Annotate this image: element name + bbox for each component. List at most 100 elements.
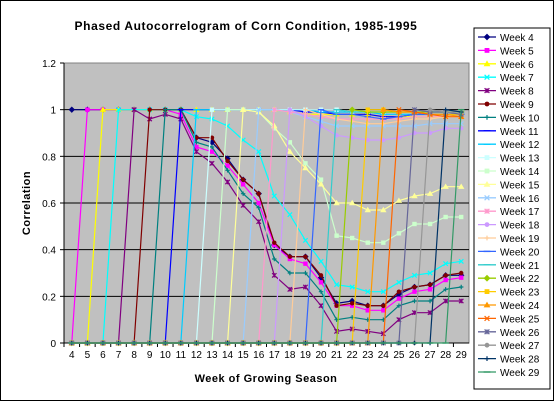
- x-tick-label: 22: [347, 350, 359, 361]
- series-line: [71, 108, 462, 344]
- series-point: [459, 214, 464, 220]
- series-point: [209, 116, 215, 122]
- series-point: [302, 237, 309, 243]
- x-tick-label: 20: [315, 350, 327, 361]
- x-tick-label: 10: [160, 350, 172, 361]
- x-axis-label: Week of Growing Season: [195, 373, 338, 385]
- legend-label: Week 29: [500, 368, 540, 379]
- series-point: [365, 240, 370, 245]
- series-line: [71, 109, 462, 344]
- series-point: [348, 199, 356, 206]
- series-point: [209, 107, 215, 112]
- legend-label: Week 18: [500, 221, 540, 232]
- series-point: [240, 177, 246, 182]
- series-point: [443, 261, 449, 267]
- y-tick-label: 0: [50, 339, 56, 350]
- x-tick-label: 19: [300, 350, 312, 361]
- series-point: [163, 107, 168, 112]
- series-point: [381, 308, 386, 313]
- series-point: [396, 279, 402, 285]
- series-point: [396, 303, 402, 308]
- legend-label: Week 12: [500, 140, 540, 151]
- series-point: [240, 202, 246, 208]
- series-point: [318, 273, 324, 278]
- series-point: [348, 106, 356, 113]
- legend-label: Week 10: [500, 113, 540, 124]
- legend-label: Week 7: [500, 73, 534, 84]
- x-tick-label: 21: [331, 350, 343, 361]
- series-point: [209, 160, 215, 166]
- series-point: [302, 164, 309, 171]
- legend-label: Week 28: [500, 355, 540, 366]
- series-point: [318, 258, 324, 264]
- series-point: [396, 119, 402, 124]
- series-point: [484, 289, 490, 294]
- series-point: [334, 303, 339, 308]
- series-point: [458, 298, 464, 304]
- chart-title: Phased Autocorrelogram of Corn Condition…: [75, 19, 418, 33]
- series-point: [426, 190, 434, 196]
- series-point: [225, 107, 230, 112]
- legend-box: [473, 27, 551, 390]
- series-point: [411, 272, 418, 278]
- series-point: [396, 231, 402, 236]
- legend: Week 4 Week 5 Week 6 Week 7 Week 8 Week 9 Week…: [478, 33, 540, 379]
- series-point: [381, 303, 386, 308]
- series-point: [239, 106, 247, 112]
- series-point: [484, 101, 490, 107]
- series-point: [412, 289, 417, 294]
- legend-label: Week 25: [500, 314, 540, 325]
- series-point: [287, 140, 293, 145]
- series-point: [194, 144, 199, 150]
- series-point: [256, 191, 261, 196]
- legend-label: Week 11: [500, 127, 539, 138]
- series-point: [443, 214, 448, 220]
- series-point: [396, 289, 402, 294]
- series-point: [459, 284, 464, 290]
- series-point: [240, 191, 246, 196]
- legend-label: Week 19: [500, 234, 540, 245]
- series-lines: [68, 106, 465, 347]
- series-point: [287, 270, 293, 276]
- series-point: [443, 277, 448, 283]
- series-point: [349, 284, 355, 290]
- series-point: [99, 106, 107, 112]
- series-point: [318, 177, 324, 182]
- series-point: [349, 119, 355, 124]
- x-tick-label: 8: [131, 350, 137, 361]
- series-point: [287, 254, 293, 259]
- series-point: [427, 270, 433, 276]
- series-point: [256, 200, 261, 206]
- series-point: [484, 155, 490, 160]
- legend-label: Week 20: [500, 247, 540, 258]
- series-point: [272, 242, 277, 248]
- series-point: [412, 221, 417, 227]
- series-point: [365, 308, 370, 313]
- series-point: [412, 284, 417, 290]
- series-point: [303, 107, 308, 112]
- series-point: [193, 149, 200, 155]
- x-tick-label: 15: [238, 350, 250, 361]
- series-point: [427, 221, 433, 227]
- y-tick-label: 0.8: [42, 152, 56, 163]
- x-tick-label: 16: [253, 350, 265, 361]
- series-point: [256, 205, 261, 210]
- series-point: [484, 315, 490, 322]
- series-point: [483, 181, 491, 187]
- series-point: [303, 161, 308, 166]
- x-tick-label: 6: [100, 350, 106, 361]
- x-tick-label: 29: [456, 350, 468, 361]
- series-point: [333, 282, 340, 288]
- series-point: [240, 182, 246, 187]
- series-point: [225, 168, 230, 173]
- x-tick-label: 28: [440, 350, 452, 361]
- series-point: [484, 208, 490, 215]
- series-point: [287, 286, 293, 292]
- series-point: [380, 289, 386, 295]
- series-point: [443, 107, 448, 112]
- series-point: [483, 60, 491, 67]
- series-point: [318, 280, 324, 285]
- x-tick-label: 26: [409, 350, 421, 361]
